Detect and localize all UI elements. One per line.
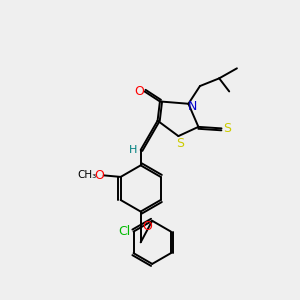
Text: O: O	[134, 85, 144, 98]
Text: CH₃: CH₃	[77, 170, 96, 180]
Text: H: H	[129, 145, 137, 155]
Text: S: S	[223, 122, 231, 135]
Text: O: O	[94, 169, 104, 182]
Text: S: S	[176, 136, 184, 149]
Text: O: O	[142, 220, 152, 233]
Text: Cl: Cl	[118, 225, 130, 238]
Text: N: N	[188, 100, 197, 112]
